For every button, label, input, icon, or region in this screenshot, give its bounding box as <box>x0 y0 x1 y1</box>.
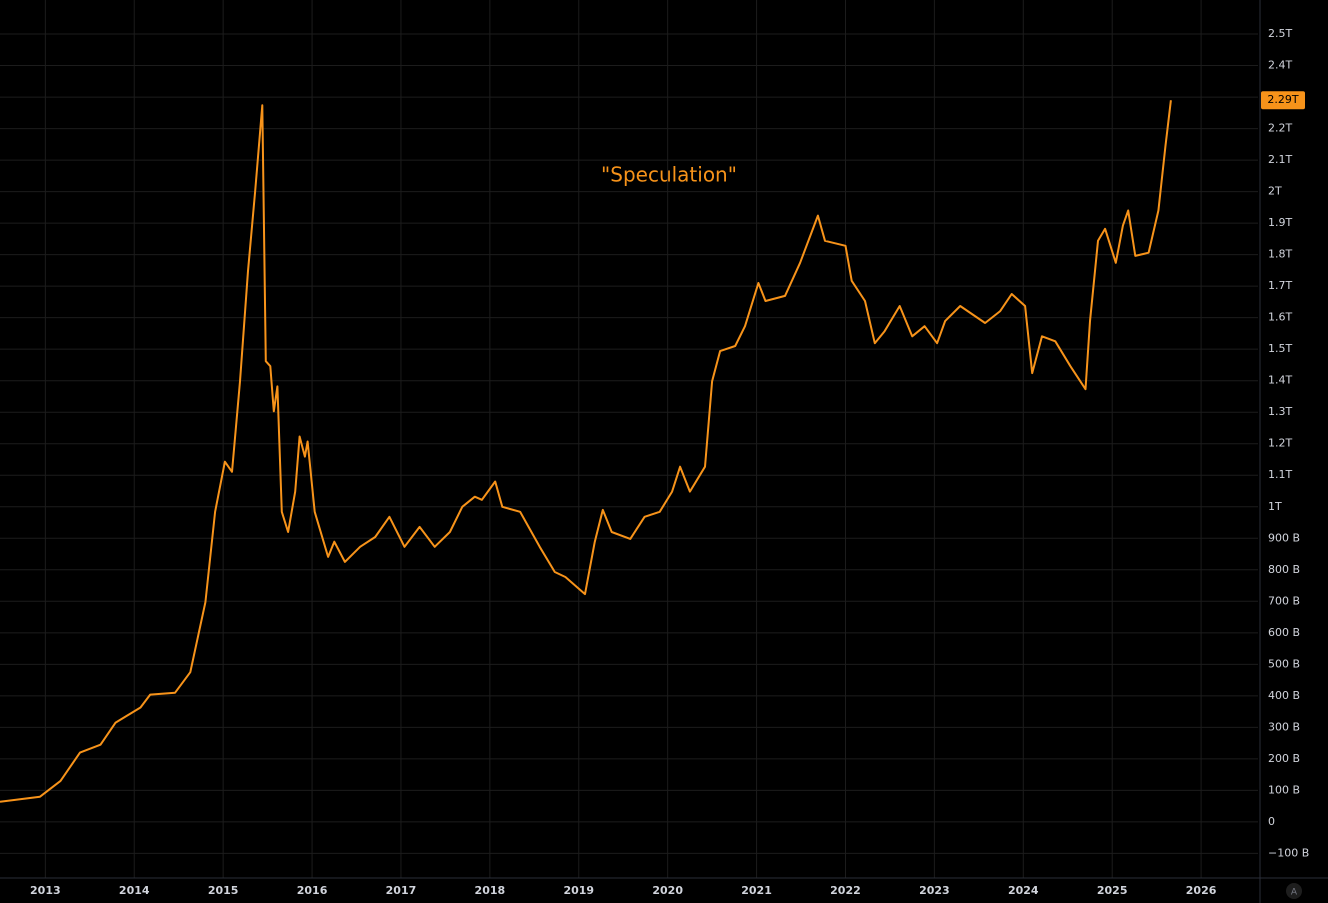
x-tick-label: 2016 <box>297 884 328 897</box>
x-tick-label: 2024 <box>1008 884 1039 897</box>
y-tick-label: 100 B <box>1268 783 1300 796</box>
x-tick-label: 2018 <box>475 884 506 897</box>
y-tick-label: 2.5T <box>1268 27 1292 40</box>
x-tick-label: 2025 <box>1097 884 1128 897</box>
y-tick-label: 2.2T <box>1268 122 1292 135</box>
x-tick-label: 2023 <box>919 884 950 897</box>
y-tick-label: 1T <box>1268 500 1282 513</box>
x-tick-label: 2014 <box>119 884 150 897</box>
y-tick-label: 1.7T <box>1268 279 1292 292</box>
x-tick-label: 2022 <box>830 884 861 897</box>
annotation: "Speculation" <box>601 163 737 187</box>
y-tick-label: 400 B <box>1268 689 1300 702</box>
x-tick-label: 2013 <box>30 884 61 897</box>
y-tick-label: 500 B <box>1268 657 1300 670</box>
y-tick-label: 1.2T <box>1268 437 1292 450</box>
last-value-badge <box>1261 91 1305 110</box>
y-tick-label: 2.1T <box>1268 153 1292 166</box>
y-tick-label: 2T <box>1268 185 1282 198</box>
x-tick-label: 2017 <box>386 884 417 897</box>
y-tick-label: 700 B <box>1268 594 1300 607</box>
last-value-label: 2.29T <box>1267 93 1298 106</box>
y-tick-label: 1.3T <box>1268 405 1292 418</box>
y-tick-label: 800 B <box>1268 563 1300 576</box>
y-tick-label: 2.4T <box>1268 59 1292 72</box>
y-tick-label: 1.1T <box>1268 468 1292 481</box>
y-tick-label: 0 <box>1268 815 1275 828</box>
y-tick-label: 300 B <box>1268 720 1300 733</box>
y-tick-label: 1.4T <box>1268 374 1292 387</box>
y-tick-label: −100 B <box>1268 846 1309 859</box>
x-tick-label: 2021 <box>741 884 772 897</box>
price-line <box>0 100 1172 803</box>
y-tick-label: 900 B <box>1268 531 1300 544</box>
y-tick-label: 1.8T <box>1268 248 1292 261</box>
x-tick-label: 2015 <box>208 884 239 897</box>
x-tick-label: 2020 <box>652 884 683 897</box>
x-tick-label: 2019 <box>563 884 594 897</box>
auto-scale-label[interactable]: A <box>1291 888 1298 898</box>
y-tick-label: 600 B <box>1268 626 1300 639</box>
auto-scale-button[interactable] <box>1286 883 1302 899</box>
y-tick-label: 1.9T <box>1268 216 1292 229</box>
y-tick-label: 200 B <box>1268 752 1300 765</box>
x-tick-label: 2026 <box>1186 884 1217 897</box>
y-tick-label: 1.6T <box>1268 311 1292 324</box>
y-tick-label: 1.5T <box>1268 342 1292 355</box>
